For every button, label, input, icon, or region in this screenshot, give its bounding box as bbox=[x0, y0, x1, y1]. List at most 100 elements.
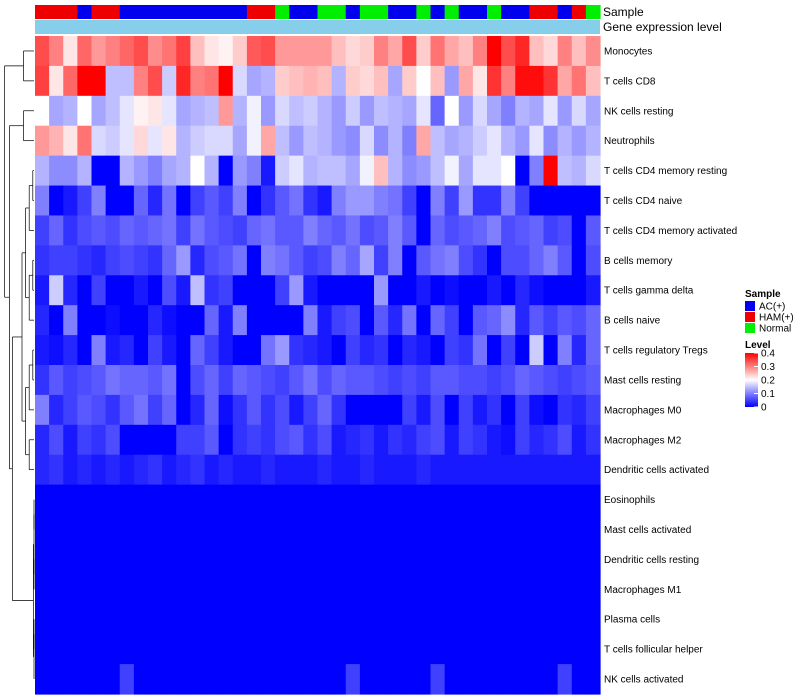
heatmap-cell bbox=[261, 634, 276, 665]
heatmap-cell bbox=[91, 365, 107, 396]
heatmap-cell bbox=[416, 215, 432, 246]
heatmap-cell bbox=[585, 275, 601, 306]
heatmap-cell bbox=[501, 155, 516, 187]
heatmap-cell bbox=[148, 664, 163, 695]
heatmap-cell bbox=[585, 484, 601, 516]
heatmap-cell bbox=[487, 215, 502, 246]
heatmap-cell bbox=[105, 185, 121, 217]
heatmap-cell bbox=[458, 604, 474, 635]
heatmap-cell bbox=[359, 484, 375, 516]
heatmap-cell bbox=[501, 544, 516, 575]
heatmap-cell bbox=[190, 36, 206, 67]
heatmap-cell bbox=[35, 125, 50, 157]
heatmap-cell bbox=[472, 275, 488, 306]
heatmap-cell bbox=[345, 424, 361, 456]
sample-cell bbox=[303, 5, 319, 19]
heatmap-cell bbox=[331, 634, 347, 665]
heatmap-cell bbox=[105, 514, 121, 546]
heatmap-cell bbox=[345, 95, 361, 127]
heatmap-cell bbox=[162, 215, 177, 246]
heatmap-cell bbox=[472, 454, 488, 486]
heatmap-cell bbox=[91, 394, 107, 426]
heatmap-cell bbox=[176, 454, 191, 486]
heatmap-cell bbox=[515, 574, 530, 605]
heatmap-cell bbox=[162, 125, 177, 157]
heatmap-cell bbox=[275, 664, 290, 695]
heatmap-cell bbox=[303, 574, 319, 605]
heatmap-cell bbox=[543, 394, 559, 426]
heatmap-cell bbox=[77, 574, 93, 605]
heatmap-cell bbox=[529, 95, 545, 127]
heatmap-cell bbox=[374, 275, 389, 306]
heatmap-cell bbox=[148, 65, 163, 97]
heatmap-cell bbox=[49, 125, 64, 157]
heatmap-cell bbox=[430, 394, 446, 426]
heatmap-cell bbox=[557, 95, 573, 127]
heatmap-cell bbox=[246, 215, 262, 246]
heatmap-cell bbox=[388, 454, 403, 486]
heatmap-cell bbox=[487, 634, 502, 665]
heatmap-cell bbox=[331, 365, 347, 396]
heatmap-cell bbox=[374, 454, 389, 486]
heatmap-cell bbox=[416, 365, 432, 396]
heatmap-cell bbox=[91, 454, 107, 486]
sample-cell bbox=[585, 5, 601, 19]
heatmap-cell bbox=[162, 574, 177, 605]
heatmap-cell bbox=[63, 215, 78, 246]
heatmap-cell bbox=[204, 65, 220, 97]
heatmap-cell bbox=[91, 215, 107, 246]
heatmap-cell bbox=[359, 95, 375, 127]
heatmap-cell bbox=[571, 275, 587, 306]
heatmap-cell bbox=[571, 664, 587, 695]
heatmap-cell bbox=[345, 604, 361, 635]
heatmap-cell bbox=[557, 36, 573, 67]
heatmap-cell bbox=[162, 155, 177, 187]
heatmap-cell bbox=[119, 155, 135, 187]
heatmap-cell bbox=[487, 424, 502, 456]
heatmap-cell bbox=[444, 574, 460, 605]
heatmap-cell bbox=[317, 484, 333, 516]
sample-cell bbox=[317, 5, 333, 19]
heatmap-cell bbox=[190, 215, 206, 246]
heatmap-cell bbox=[77, 394, 93, 426]
heatmap-cell bbox=[585, 36, 601, 67]
heatmap-cell bbox=[162, 454, 177, 486]
heatmap-cell bbox=[190, 604, 206, 635]
heatmap-cell bbox=[148, 454, 163, 486]
heatmap-cell bbox=[402, 574, 417, 605]
heatmap-cell bbox=[529, 36, 545, 67]
heatmap-cell bbox=[261, 604, 276, 635]
heatmap-cell bbox=[190, 245, 206, 276]
heatmap-cell bbox=[571, 634, 587, 665]
row-label: Macrophages M0 bbox=[604, 405, 682, 416]
heatmap-cell bbox=[35, 574, 50, 605]
heatmap-cell bbox=[303, 155, 319, 187]
heatmap-cell bbox=[543, 215, 559, 246]
heatmap-cell bbox=[501, 245, 516, 276]
heatmap-cell bbox=[359, 544, 375, 575]
heatmap-cell bbox=[331, 394, 347, 426]
heatmap-cell bbox=[190, 125, 206, 157]
heatmap-cell bbox=[63, 305, 78, 336]
heatmap-cell bbox=[317, 664, 333, 695]
heatmap-cell bbox=[289, 215, 304, 246]
heatmap-cell bbox=[458, 514, 474, 546]
heatmap-cell bbox=[388, 65, 403, 97]
heatmap-cell bbox=[105, 574, 121, 605]
heatmap-cell bbox=[515, 544, 530, 575]
heatmap-cell bbox=[402, 514, 417, 546]
heatmap-cell bbox=[317, 514, 333, 546]
heatmap-cell bbox=[543, 365, 559, 396]
heatmap-cell bbox=[261, 65, 276, 97]
heatmap-cell bbox=[303, 305, 319, 336]
heatmap-cell bbox=[430, 275, 446, 306]
heatmap-cell bbox=[204, 424, 220, 456]
heatmap-cell bbox=[246, 185, 262, 217]
heatmap-cell bbox=[487, 305, 502, 336]
heatmap-cell bbox=[275, 36, 290, 67]
heatmap-cell bbox=[585, 604, 601, 635]
heatmap-cell bbox=[63, 36, 78, 67]
heatmap-cell bbox=[246, 155, 262, 187]
sample-legend-label: AC(+) bbox=[759, 302, 785, 313]
heatmap-cell bbox=[543, 125, 559, 157]
